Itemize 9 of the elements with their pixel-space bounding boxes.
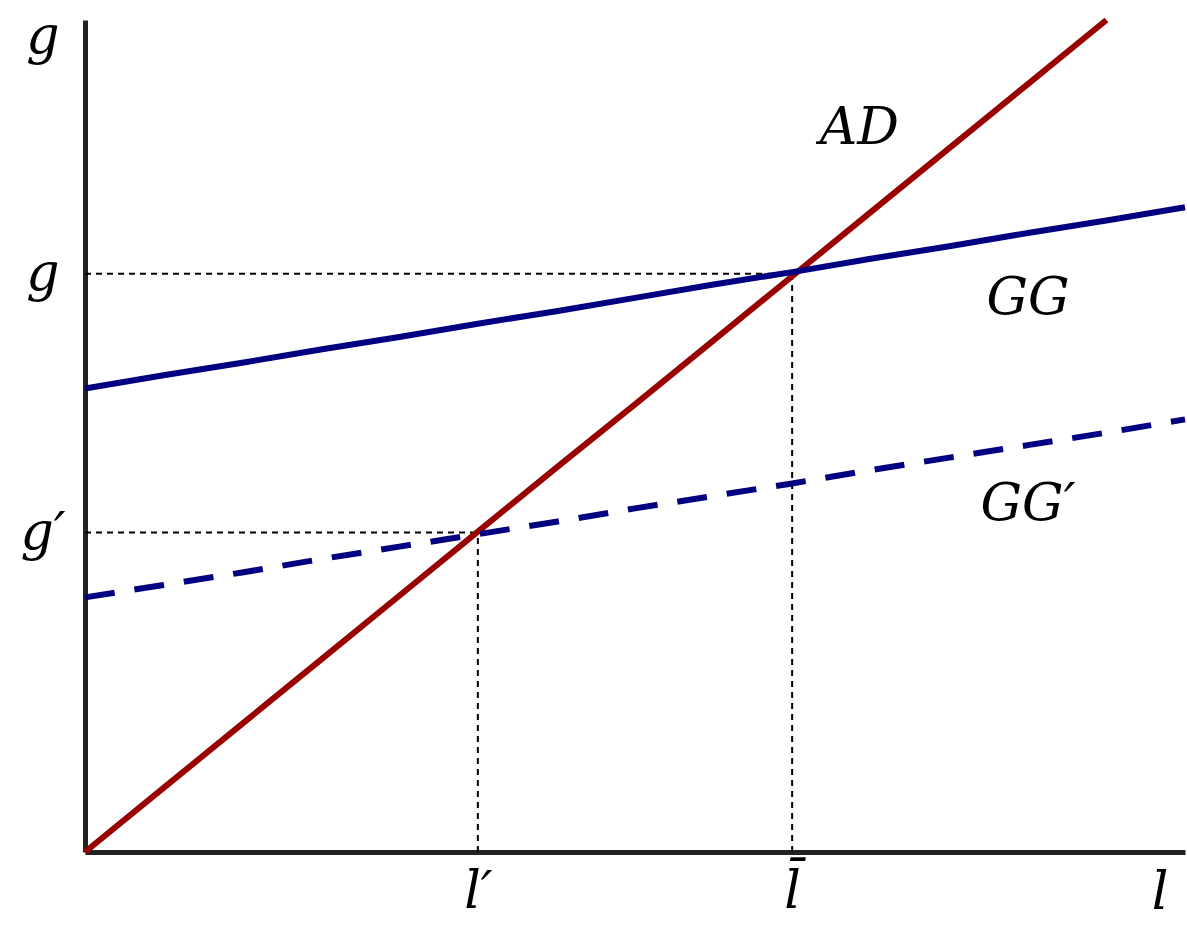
x-axis-title: l bbox=[1151, 861, 1169, 921]
x-tick-label: l̄ bbox=[784, 857, 807, 920]
x-tick-label: l′ bbox=[464, 859, 493, 920]
y-axis-title: g bbox=[26, 5, 60, 65]
series-label: GG bbox=[986, 266, 1070, 327]
ref-line-label: g′ bbox=[20, 500, 66, 561]
ref-line-label: g bbox=[26, 241, 60, 302]
series-label: AD bbox=[815, 96, 900, 156]
series-label: GG′ bbox=[980, 472, 1076, 533]
